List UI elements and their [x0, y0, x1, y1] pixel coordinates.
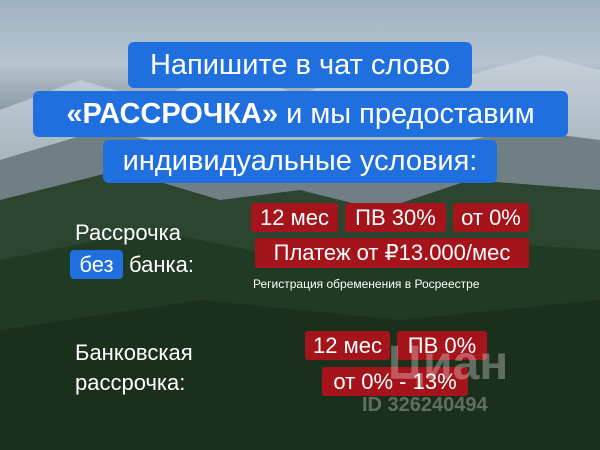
- option1-label-line2: банка:: [129, 252, 194, 277]
- option1-label-line1: Рассрочка: [75, 220, 181, 245]
- headline-line-2-rest: и мы предоставим: [278, 97, 535, 130]
- headline-line-1: Напишите в чат слово: [128, 42, 472, 88]
- headline-line-3: индивидуальные условия:: [103, 140, 497, 183]
- option2-term-badge: 12 мес: [305, 331, 390, 360]
- headline-line-2: «РАССРОЧКА» и мы предоставим: [33, 91, 568, 137]
- headline-keyword: «РАССРОЧКА»: [66, 97, 279, 130]
- option1-label-highlight: без: [70, 250, 123, 279]
- option1-term-badge: 12 мес: [251, 203, 338, 232]
- option2-rate-badge: от 0% - 13%: [322, 367, 468, 396]
- option2-down-payment-badge: ПВ 0%: [397, 331, 487, 360]
- option2-label-line2: рассрочка:: [75, 370, 186, 395]
- option1-rate-badge: от 0%: [453, 203, 529, 232]
- option1-down-payment-badge: ПВ 30%: [345, 203, 446, 232]
- option1-payment-badge: Платеж от ₽13.000/мес: [255, 238, 529, 268]
- option2-label-line1: Банковская: [75, 340, 193, 365]
- option1-note: Регистрация обременения в Росреестре: [253, 277, 480, 291]
